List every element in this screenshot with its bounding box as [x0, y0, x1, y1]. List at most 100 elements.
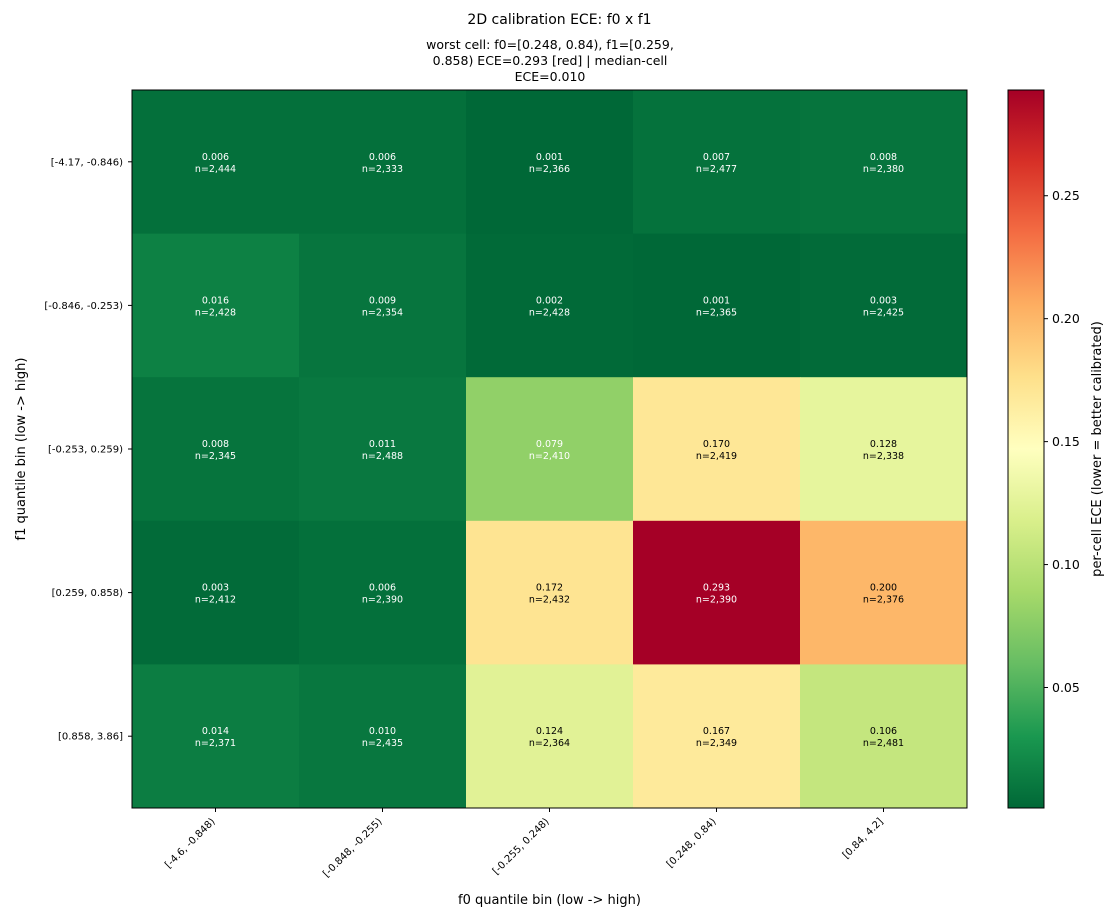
cell-ece-label: 0.167 — [703, 726, 730, 737]
heatmap-cell — [299, 90, 467, 235]
cell-count-label: n=2,338 — [863, 451, 904, 462]
chart-title: 2D calibration ECE: f0 x f1 — [467, 12, 652, 28]
cell-ece-label: 0.014 — [202, 726, 229, 737]
heatmap-cell — [132, 377, 300, 522]
cell-count-label: n=2,425 — [863, 307, 904, 318]
cell-ece-label: 0.006 — [202, 152, 229, 163]
cell-count-label: n=2,345 — [195, 451, 236, 462]
heatmap-cell — [466, 90, 634, 235]
heatmap-cell — [800, 90, 968, 235]
cell-ece-label: 0.007 — [703, 152, 730, 163]
cell-count-label: n=2,412 — [195, 595, 236, 606]
cell-count-label: n=2,380 — [863, 164, 904, 175]
x-tick-label: [-4.6, -0.848) — [163, 816, 217, 870]
cell-ece-label: 0.001 — [536, 152, 563, 163]
cell-count-label: n=2,371 — [195, 738, 236, 749]
y-tick-label: [-0.253, 0.259) — [48, 445, 123, 456]
cell-ece-label: 0.009 — [369, 295, 396, 306]
x-tick-label: [-0.255, 0.248) — [491, 816, 552, 877]
heatmap-cell — [466, 377, 634, 522]
cell-count-label: n=2,477 — [696, 164, 737, 175]
cell-ece-label: 0.002 — [536, 295, 563, 306]
heatmap-cell — [633, 377, 801, 522]
heatmap-cell — [299, 233, 467, 378]
x-tick-label: [0.84, 4.2] — [841, 816, 886, 861]
heatmap-cell — [633, 664, 801, 809]
heatmap-cell — [633, 520, 801, 665]
cell-count-label: n=2,432 — [529, 595, 570, 606]
heatmap-cell — [132, 90, 300, 235]
cell-count-label: n=2,419 — [696, 451, 737, 462]
cell-ece-label: 0.293 — [703, 583, 730, 594]
heatmap-cell — [800, 664, 968, 809]
heatmap-cell — [633, 90, 801, 235]
subtitle-line-1: worst cell: f0=[0.248, 0.84), f1=[0.259, — [426, 37, 674, 52]
heatmap-cell — [132, 520, 300, 665]
cell-count-label: n=2,354 — [362, 307, 403, 318]
cell-count-label: n=2,365 — [696, 307, 737, 318]
cell-count-label: n=2,349 — [696, 738, 737, 749]
x-tick-label: [0.248, 0.84) — [665, 816, 719, 870]
cell-count-label: n=2,390 — [362, 595, 403, 606]
heatmap-cell — [633, 233, 801, 378]
cell-ece-label: 0.001 — [703, 295, 730, 306]
cell-ece-label: 0.003 — [202, 583, 229, 594]
cell-ece-label: 0.200 — [870, 583, 897, 594]
y-tick-label: [0.259, 0.858) — [52, 588, 124, 599]
heatmap-cell — [132, 664, 300, 809]
cell-ece-label: 0.003 — [870, 295, 897, 306]
cell-count-label: n=2,376 — [863, 595, 904, 606]
heatmap-cell — [299, 377, 467, 522]
y-tick-label: [-4.17, -0.846) — [51, 157, 123, 168]
heatmap-cell — [132, 233, 300, 378]
cell-ece-label: 0.008 — [870, 152, 897, 163]
colorbar-tick-label: 0.20 — [1052, 311, 1080, 326]
cell-ece-label: 0.106 — [870, 726, 897, 737]
cell-count-label: n=2,428 — [529, 307, 570, 318]
cell-ece-label: 0.124 — [536, 726, 563, 737]
heatmap-cell — [466, 520, 634, 665]
colorbar — [1007, 89, 1045, 809]
cell-count-label: n=2,481 — [863, 738, 904, 749]
cell-count-label: n=2,428 — [195, 307, 236, 318]
cell-count-label: n=2,488 — [362, 451, 403, 462]
cell-count-label: n=2,366 — [529, 164, 570, 175]
heatmap-cell — [800, 233, 968, 378]
heatmap-cell — [466, 233, 634, 378]
x-tick-label: [-0.848, -0.255) — [321, 816, 384, 879]
colorbar-tick-label: 0.15 — [1052, 434, 1080, 449]
heatmap-cell — [299, 664, 467, 809]
cell-count-label: n=2,435 — [362, 738, 403, 749]
colorbar-tick-label: 0.25 — [1052, 188, 1080, 203]
colorbar-label: per-cell ECE (lower = better calibrated) — [1090, 321, 1105, 577]
heatmap-cell — [299, 520, 467, 665]
cell-count-label: n=2,364 — [529, 738, 570, 749]
cell-count-label: n=2,333 — [362, 164, 403, 175]
colorbar-tick-label: 0.05 — [1052, 680, 1080, 695]
cell-count-label: n=2,410 — [529, 451, 570, 462]
cell-ece-label: 0.008 — [202, 439, 229, 450]
subtitle-line-3: ECE=0.010 — [514, 69, 586, 84]
chart-subtitle: worst cell: f0=[0.248, 0.84), f1=[0.259,… — [400, 37, 700, 85]
cell-ece-label: 0.172 — [536, 583, 563, 594]
cell-ece-label: 0.006 — [369, 152, 396, 163]
colorbar-tick-label: 0.10 — [1052, 557, 1080, 572]
cell-ece-label: 0.128 — [870, 439, 897, 450]
heatmap-cell — [800, 520, 968, 665]
y-tick-label: [-0.846, -0.253) — [44, 301, 123, 312]
x-axis-label: f0 quantile bin (low -> high) — [458, 893, 641, 908]
cell-ece-label: 0.006 — [369, 583, 396, 594]
cell-count-label: n=2,444 — [195, 164, 236, 175]
cell-ece-label: 0.170 — [703, 439, 730, 450]
cell-ece-label: 0.079 — [536, 439, 563, 450]
y-tick-label: [0.858, 3.86] — [58, 732, 123, 743]
cell-ece-label: 0.011 — [369, 439, 396, 450]
cell-ece-label: 0.016 — [202, 295, 229, 306]
cell-count-label: n=2,390 — [696, 595, 737, 606]
heatmap-cell — [800, 377, 968, 522]
y-axis-label: f1 quantile bin (low -> high) — [14, 358, 29, 541]
cell-ece-label: 0.010 — [369, 726, 396, 737]
heatmap-cell — [466, 664, 634, 809]
subtitle-line-2: 0.858) ECE=0.293 [red] | median-cell — [432, 53, 668, 68]
